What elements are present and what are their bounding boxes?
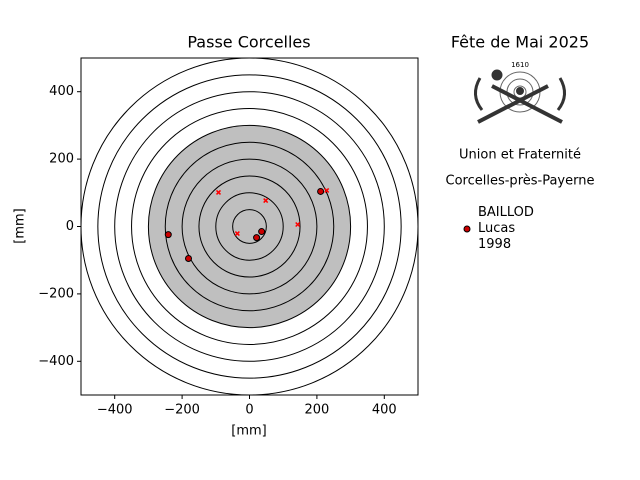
- ring: [181, 158, 318, 295]
- panel-line: Corcelles-près-Payerne: [446, 174, 595, 189]
- x-tick-label: 400: [372, 403, 397, 418]
- y-tick-label: 400: [49, 84, 74, 99]
- y-tick-label: 0: [66, 219, 74, 234]
- shot-marker: [295, 221, 301, 228]
- shot: [317, 187, 325, 195]
- ring: [114, 91, 385, 362]
- x-tick-label: −400: [97, 403, 133, 418]
- emblem: 1610: [474, 61, 566, 124]
- ring: [131, 108, 368, 345]
- chart-title: Passe Corcelles: [187, 33, 310, 52]
- ring: [147, 124, 352, 329]
- ring: [215, 192, 284, 261]
- x-axis-label: [mm]: [231, 424, 266, 439]
- shot-marker: [263, 198, 269, 204]
- y-tick-label: −200: [38, 286, 74, 301]
- shot: [185, 255, 193, 263]
- shot: [253, 234, 261, 242]
- y-axis-label: [mm]: [13, 208, 28, 243]
- emblem-text: 1610: [511, 61, 529, 69]
- ring: [232, 209, 267, 244]
- y-tick-label: −400: [38, 354, 74, 369]
- legend-label: BAILLOD Lucas 1998: [478, 205, 534, 252]
- x-tick-label: 200: [304, 403, 329, 418]
- legend-marker: [463, 225, 471, 233]
- shot-marker: [234, 231, 240, 237]
- ring: [164, 141, 335, 312]
- ring: [97, 74, 402, 379]
- x-tick-label: −200: [164, 403, 200, 418]
- shot-marker: [215, 189, 222, 195]
- shot: [258, 228, 266, 236]
- ring: [198, 175, 301, 278]
- plot: [81, 58, 418, 395]
- panel-title: Fête de Mai 2025: [451, 33, 589, 52]
- filled-zone: [148, 125, 351, 328]
- panel-line: Union et Fraternité: [459, 148, 581, 163]
- shot: [164, 231, 172, 239]
- x-tick-label: 0: [245, 403, 253, 418]
- shot-marker: [324, 187, 330, 193]
- y-tick-label: 200: [49, 152, 74, 167]
